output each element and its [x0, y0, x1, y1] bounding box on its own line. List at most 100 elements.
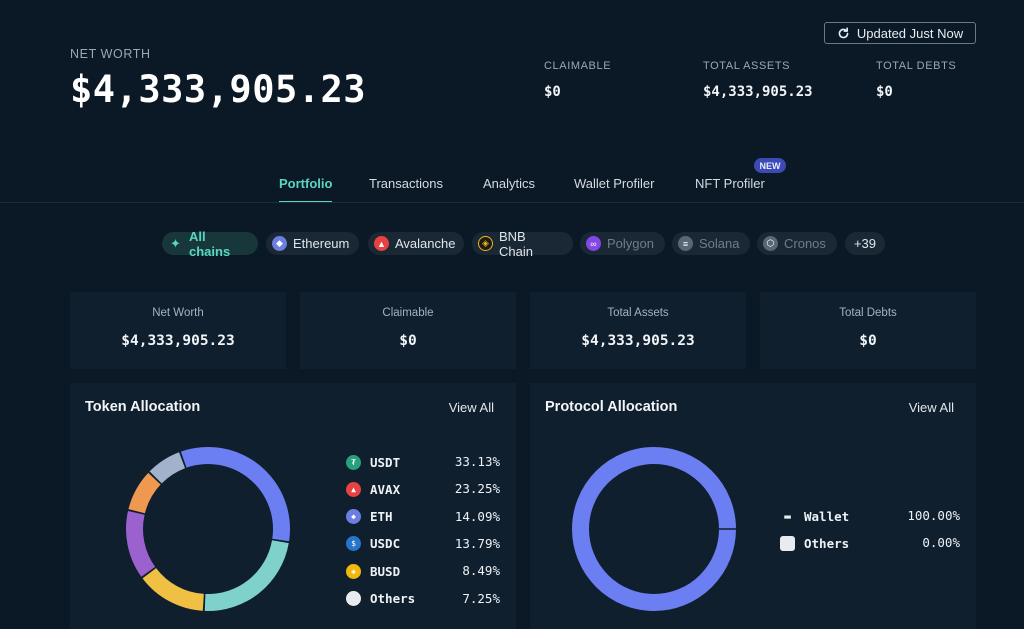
total-debts-stat: TOTAL DEBTS $0 [876, 60, 956, 100]
wallet-icon: ▬ [784, 509, 791, 523]
chain-filter-polygon[interactable]: ∞ Polygon [580, 232, 665, 255]
legend-name: USDC [370, 536, 401, 552]
legend-item: ◆ ETH 14.09% [346, 508, 500, 526]
chain-filter-ethereum[interactable]: ◆ Ethereum [266, 232, 359, 255]
chain-filter-label: +39 [853, 236, 877, 251]
chain-filter-cronos[interactable]: ⬡ Cronos [757, 232, 837, 255]
protocol-allocation-panel: Protocol Allocation View All ▬ Wallet 100.… [530, 383, 976, 629]
total-assets-card: Total Assets $4,333,905.23 [530, 292, 746, 369]
total-debts-card: Total Debts $0 [760, 292, 976, 369]
legend-item: $ USDC 13.79% [346, 535, 500, 553]
chain-filter-all-chains[interactable]: ✦ All chains [162, 229, 258, 259]
legend-percent: 100.00% [907, 508, 960, 523]
tab-portfolio[interactable]: Portfolio [279, 176, 333, 203]
net-worth-label: NET WORTH [70, 47, 151, 61]
usdc-icon: $ [346, 536, 361, 552]
token-slice-others [149, 452, 186, 484]
polygon-icon: ∞ [586, 236, 601, 251]
token-slice-usdt [180, 447, 290, 542]
card-value: $4,333,905.23 [121, 333, 235, 349]
total-debts-value: $0 [876, 84, 893, 100]
legend-name: Others [370, 591, 416, 606]
chain-filter-label: Cronos [784, 236, 826, 251]
sparkle-icon: ✦ [170, 235, 181, 251]
refresh-label: Updated Just Now [856, 25, 964, 41]
legend-name: Wallet [804, 508, 850, 524]
chain-filter-label: Polygon [607, 236, 654, 251]
total-assets-label: TOTAL ASSETS [703, 60, 791, 72]
card-label: Claimable [382, 307, 434, 319]
token-view-all-link[interactable]: View All [448, 400, 494, 415]
legend-item: ₮ USDT 33.13% [346, 453, 500, 471]
legend-name: BUSD [370, 563, 401, 579]
token-slice-avax [204, 540, 289, 611]
chain-filter-label: Avalanche [395, 236, 456, 251]
refresh-icon [838, 26, 849, 38]
protocol-donut-chart [572, 447, 736, 611]
card-value: $0 [399, 333, 417, 349]
bnb-icon: ◈ [478, 236, 493, 251]
tab-divider [0, 202, 1024, 203]
chain-filter-label: All chains [189, 228, 231, 259]
tab-transactions[interactable]: Transactions [369, 176, 443, 191]
chain-filter-avalanche[interactable]: ▲ Avalanche [368, 232, 464, 255]
token-slice-busd [128, 472, 161, 514]
busd-icon: ◈ [346, 563, 361, 579]
chain-filter-bnb-chain[interactable]: ◈ BNB Chain [472, 229, 573, 259]
avalanche-icon: ▲ [374, 236, 389, 251]
legend-item: ▬ Wallet 100.00% [780, 507, 960, 525]
panel-title: Token Allocation [85, 399, 201, 415]
token-allocation-panel: Token Allocation View All ₮ USDT 33.13% ▲ AV… [70, 383, 516, 629]
token-slice-usdc [126, 511, 156, 577]
card-label: Total Assets [607, 307, 669, 319]
chain-filter-solana[interactable]: ≡ Solana [672, 232, 750, 255]
chain-filter-label: Ethereum [293, 236, 350, 251]
tab-wallet-profiler[interactable]: Wallet Profiler [574, 176, 655, 191]
legend-name: Others [804, 535, 850, 551]
chain-filter-label: BNB Chain [499, 228, 533, 259]
others-icon [346, 591, 361, 606]
solana-icon: ≡ [678, 236, 693, 251]
legend-percent: 33.13% [454, 454, 500, 469]
ethereum-icon: ◆ [272, 236, 287, 251]
tether-icon: ₮ [346, 454, 361, 470]
chain-filter-39[interactable]: +39 [845, 232, 885, 255]
card-value: $4,333,905.23 [581, 333, 695, 349]
portfolio-header: NET WORTH $4,333,905.23 CLAIMABLE $0 TOT… [0, 0, 1024, 200]
legend-percent: 8.49% [462, 563, 500, 579]
avalanche-icon: ▲ [346, 481, 361, 497]
net-worth-card: Net Worth $4,333,905.23 [70, 292, 286, 369]
card-value: $0 [859, 333, 877, 349]
claimable-stat: CLAIMABLE $0 [544, 60, 611, 100]
card-label: Total Debts [839, 307, 897, 319]
token-slice-eth [142, 568, 204, 611]
new-badge: NEW [754, 158, 786, 173]
card-label: Net Worth [152, 307, 204, 319]
token-donut-chart [126, 447, 290, 611]
cronos-icon: ⬡ [763, 236, 778, 251]
refresh-button[interactable]: Updated Just Now [824, 22, 976, 44]
legend-percent: 7.25% [462, 590, 500, 606]
legend-item: ◈ BUSD 8.49% [346, 562, 500, 580]
legend-percent: 0.00% [922, 535, 960, 551]
legend-percent: 14.09% [454, 508, 500, 524]
tab-analytics[interactable]: Analytics [483, 176, 536, 191]
protocol-slice-wallet [572, 447, 736, 611]
net-worth-value: $4,333,905.23 [70, 68, 367, 111]
legend-percent: 23.25% [454, 481, 500, 497]
others-icon [780, 535, 795, 551]
chain-filter-label: Solana [699, 236, 740, 251]
claimable-value: $0 [544, 84, 561, 100]
legend-item: Others 0.00% [780, 534, 960, 552]
total-debts-label: TOTAL DEBTS [876, 60, 957, 72]
legend-name: ETH [370, 509, 393, 525]
total-assets-stat: TOTAL ASSETS $4,333,905.23 [703, 60, 813, 100]
total-assets-value: $4,333,905.23 [703, 84, 813, 100]
panel-title: Protocol Allocation [545, 399, 678, 415]
tab-nft-profiler[interactable]: NFT Profiler [695, 176, 765, 191]
protocol-view-all-link[interactable]: View All [908, 400, 954, 415]
legend-item: Others 7.25% [346, 590, 500, 608]
ethereum-icon: ◆ [346, 509, 361, 525]
legend-name: AVAX [370, 481, 401, 497]
main-tabs: Portfolio Transactions Analytics Wallet … [0, 176, 1024, 203]
